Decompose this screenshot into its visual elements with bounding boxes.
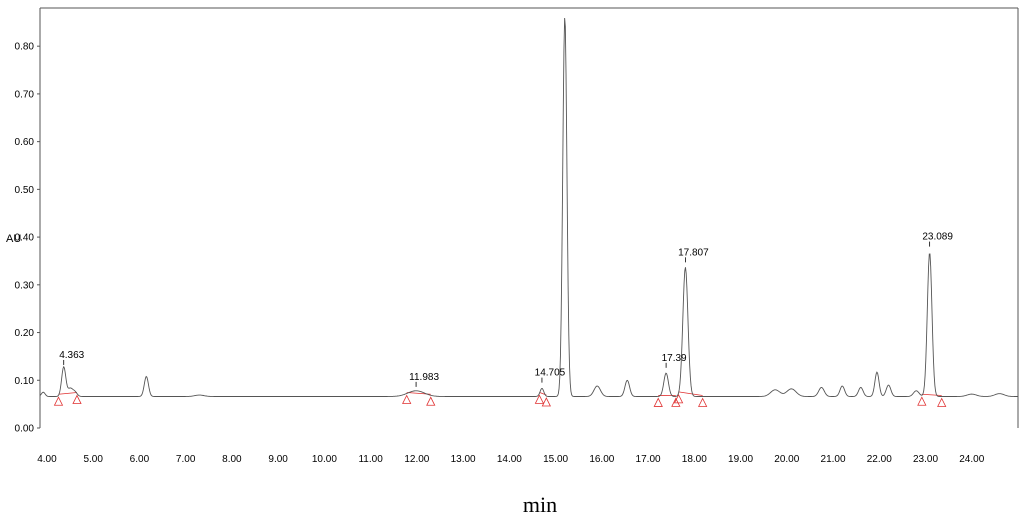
peak-label: 14.705 [535, 368, 566, 379]
x-tick-label: 9.00 [268, 454, 288, 465]
x-tick-label: 5.00 [83, 454, 103, 465]
x-axis-ticks: 4.00 5.00 6.00 7.00 8.00 9.00 10.00 11.00 12.00 1… [37, 454, 985, 465]
y-tick-label: 0.10 [15, 376, 35, 387]
integration-baseline [921, 393, 942, 396]
x-axis-title: min [523, 492, 557, 517]
peak-label: 23.089 [922, 232, 953, 243]
x-tick-label: 11.00 [358, 454, 383, 465]
integration-baseline [58, 392, 78, 395]
y-tick-label: 0.50 [15, 185, 35, 196]
x-tick-label: 10.00 [312, 454, 337, 465]
y-tick-label: 0.40 [15, 233, 35, 244]
x-tick-label: 19.00 [728, 454, 753, 465]
x-tick-label: 17.00 [636, 454, 661, 465]
y-tick-label: 0.60 [15, 137, 35, 148]
peak-label: 11.983 [409, 372, 439, 383]
integration-marker-triangle [534, 394, 545, 404]
integration-marker-triangle [402, 394, 412, 404]
x-tick-label: 12.00 [404, 454, 429, 465]
integration-marker-triangle [541, 397, 551, 407]
x-tick-label: 22.00 [867, 454, 892, 465]
integration-baseline [678, 391, 703, 396]
x-tick-label: 21.00 [821, 454, 846, 465]
peak-label: 17.807 [678, 247, 709, 258]
x-tick-label: 16.00 [589, 454, 614, 465]
integration-marker-triangle [937, 397, 947, 407]
x-tick-label: 7.00 [176, 454, 196, 465]
y-axis-title: AU [6, 233, 21, 245]
peak-labels: 4.363 11.983 14.705 17.39 17.807 23.089 [59, 232, 953, 387]
integration-marker-triangle [653, 397, 663, 407]
integration-marker-triangle [697, 397, 708, 407]
integration-marker-triangle [671, 397, 681, 407]
x-tick-label: 14.00 [497, 454, 522, 465]
y-tick-label: 0.30 [15, 280, 35, 291]
x-tick-label: 13.00 [451, 454, 476, 465]
integration-markers [53, 391, 947, 407]
integration-marker-triangle [673, 393, 684, 404]
x-tick-label: 6.00 [130, 454, 150, 465]
x-tick-label: 24.00 [959, 454, 984, 465]
x-tick-label: 4.00 [37, 454, 57, 465]
plot-frame [39, 7, 1019, 428]
x-tick-label: 23.00 [913, 454, 938, 465]
y-tick-label: 0.70 [15, 89, 35, 100]
y-tick-label: 0.20 [15, 328, 35, 339]
integration-marker-triangle [72, 394, 82, 404]
integration-marker-triangle [53, 396, 64, 406]
x-tick-label: 20.00 [774, 454, 799, 465]
y-tick-label: 0.80 [15, 42, 35, 53]
x-tick-label: 18.00 [682, 454, 707, 465]
peak-label: 17.39 [662, 353, 687, 364]
integration-marker-triangle [426, 396, 436, 406]
integration-marker-triangle [917, 396, 927, 406]
peak-label: 4.363 [59, 350, 84, 361]
y-tick-label: 0.00 [15, 424, 35, 435]
x-tick-label: 15.00 [543, 454, 568, 465]
y-axis-ticks: 0.00 0.10 0.20 0.30 0.40 0.50 0.60 0.70 0.80 [15, 42, 40, 435]
chromatogram-trace [39, 18, 1018, 397]
x-tick-label: 8.00 [222, 454, 242, 465]
